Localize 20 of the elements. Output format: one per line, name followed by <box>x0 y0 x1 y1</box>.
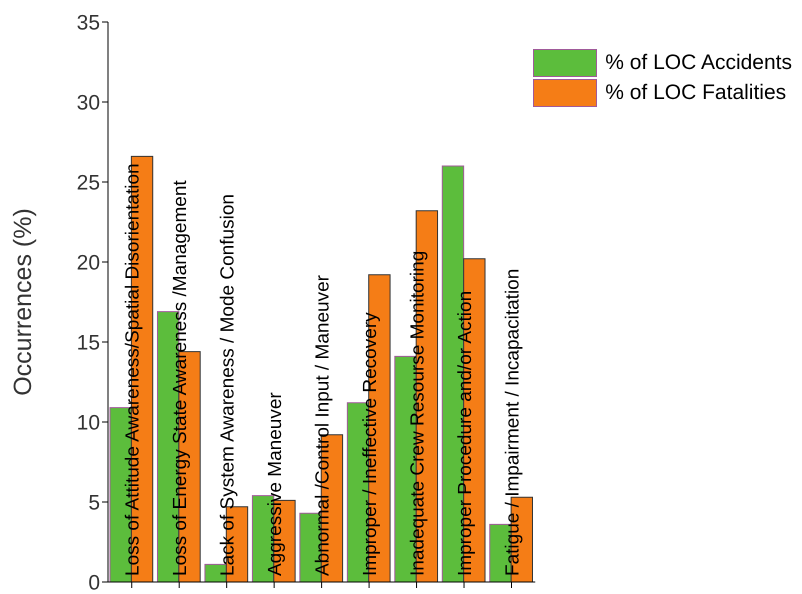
x-tick-label: Inadequate Crew Resourse Monitoring <box>408 250 429 576</box>
x-tick-label: Improper Procedure and/or Action <box>455 290 476 576</box>
legend-label: % of LOC Fatalities <box>605 81 786 105</box>
y-tick-label: 35 <box>76 11 100 34</box>
x-tick-label: Lack of System Awareness / Mode Confusion <box>218 194 239 576</box>
x-tick-label: Improper / Ineffective Recovery <box>360 312 382 576</box>
y-axis-title: Occurrences (%) <box>8 208 37 396</box>
x-tick-label: Aggressive Maneuver <box>265 392 286 576</box>
y-tick-label: 25 <box>76 171 100 194</box>
y-tick-label: 15 <box>76 331 100 354</box>
y-tick-label: 30 <box>76 91 100 114</box>
y-tick-label: 5 <box>88 491 100 514</box>
legend-label: % of LOC Accidents <box>605 51 792 75</box>
x-tick-label: Loss of Attitude Awareness/Spatial Disorientation <box>122 163 144 576</box>
y-tick-label: 10 <box>76 411 100 434</box>
x-tick-label: Abnormal /Control Input / Maneuver <box>312 274 334 576</box>
x-tick-label: Fatigue / Impairment / Incapacitation <box>502 268 524 576</box>
y-tick-label: 20 <box>76 251 100 274</box>
y-tick-label: 0 <box>88 571 100 594</box>
x-tick-label: Loss of Energy State Awareness /Management <box>170 180 192 576</box>
